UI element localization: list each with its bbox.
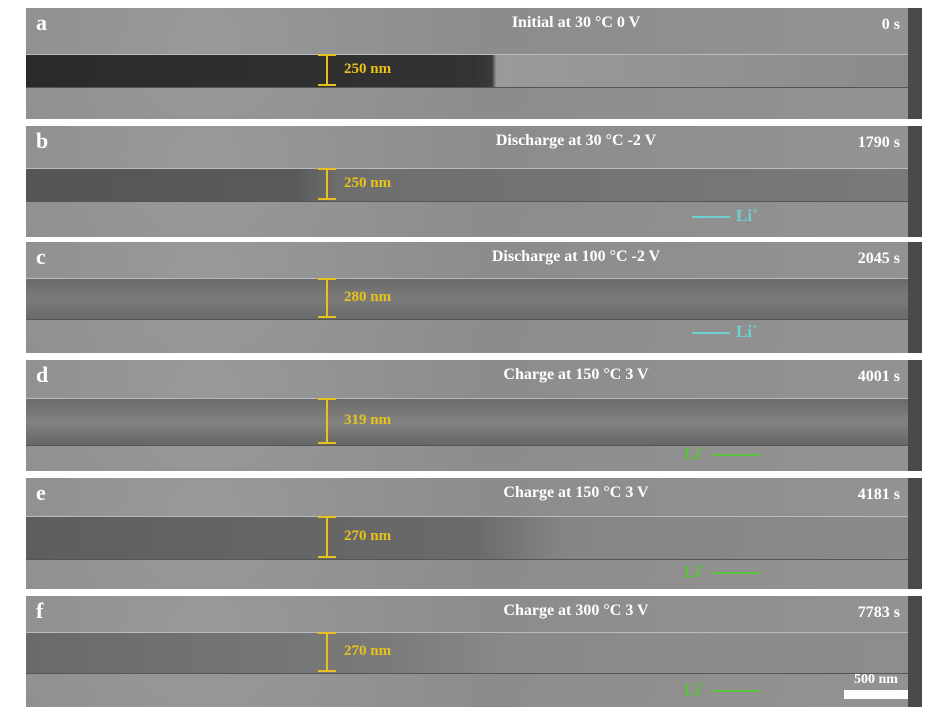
panel-b: b Discharge at 30 °C -2 V 1790 s 250 nm L… xyxy=(26,126,922,237)
li-direction: Li+ xyxy=(684,444,766,464)
width-marker xyxy=(318,54,336,86)
arrow-right-icon xyxy=(711,572,760,575)
li-direction: Li+ xyxy=(686,206,758,226)
width-marker xyxy=(318,398,336,444)
probe-tip xyxy=(908,242,922,353)
panel-label: e xyxy=(36,480,46,505)
ion-label: Li xyxy=(684,680,701,699)
nanowire xyxy=(26,54,922,88)
li-direction: Li+ xyxy=(684,680,766,700)
nanowire xyxy=(26,516,922,560)
panel-title: Charge at 150 °C 3 V xyxy=(503,484,649,501)
probe-tip xyxy=(908,596,922,707)
width-marker xyxy=(318,278,336,318)
ion-label: Li xyxy=(684,562,701,581)
timestamp: 0 s xyxy=(881,16,900,33)
panel-label: d xyxy=(36,362,49,387)
panel-label: c xyxy=(36,244,46,269)
width-label: 319 nm xyxy=(344,412,392,428)
arrow-right-icon xyxy=(711,690,760,693)
width-label: 250 nm xyxy=(344,175,392,191)
scale-bar-line xyxy=(844,690,908,699)
width-label: 270 nm xyxy=(344,643,392,659)
panel-d: d Charge at 150 °C 3 V 4001 s 319 nm Li+ xyxy=(26,360,922,471)
probe-tip xyxy=(908,126,922,237)
probe-tip xyxy=(908,478,922,589)
panel-title: Charge at 150 °C 3 V xyxy=(503,366,649,383)
panel-label: a xyxy=(36,10,47,35)
nanowire xyxy=(26,398,922,446)
scale-bar: 500 nm xyxy=(844,672,908,699)
panel-title: Charge at 300 °C 3 V xyxy=(503,602,649,619)
ion-charge: + xyxy=(752,206,758,218)
panel-title: Discharge at 30 °C -2 V xyxy=(495,132,657,149)
timestamp: 2045 s xyxy=(857,250,900,267)
panel-label: b xyxy=(36,128,49,153)
probe-tip xyxy=(908,360,922,471)
ion-label: Li xyxy=(736,206,753,225)
nanowire xyxy=(26,632,922,674)
arrow-left-icon xyxy=(692,216,730,219)
width-marker xyxy=(318,516,336,558)
ion-charge: + xyxy=(700,444,706,456)
ion-charge: + xyxy=(752,322,758,334)
ion-charge: + xyxy=(700,562,706,574)
nanowire xyxy=(26,168,922,202)
panel-c: c Discharge at 100 °C -2 V 2045 s 280 nm… xyxy=(26,242,922,353)
arrow-right-icon xyxy=(711,454,760,457)
timestamp: 1790 s xyxy=(857,134,900,151)
width-label: 250 nm xyxy=(344,61,392,77)
ion-charge: + xyxy=(700,680,706,692)
timestamp: 7783 s xyxy=(857,604,900,621)
probe-tip xyxy=(908,8,922,119)
timestamp: 4001 s xyxy=(857,368,900,385)
li-direction: Li+ xyxy=(684,562,766,582)
width-marker xyxy=(318,168,336,200)
li-direction: Li+ xyxy=(686,322,758,342)
width-label: 270 nm xyxy=(344,528,392,544)
arrow-left-icon xyxy=(692,332,730,335)
panel-a: a Initial at 30 °C 0 V 0 s 250 nm xyxy=(26,8,922,119)
nanowire xyxy=(26,278,922,320)
scale-bar-label: 500 nm xyxy=(854,672,898,687)
panel-e: e Charge at 150 °C 3 V 4181 s 270 nm Li+ xyxy=(26,478,922,589)
panel-title: Initial at 30 °C 0 V xyxy=(511,14,641,31)
panel-f: f Charge at 300 °C 3 V 7783 s 270 nm Li+ 5… xyxy=(26,596,922,707)
width-label: 280 nm xyxy=(344,289,392,305)
panel-title: Discharge at 100 °C -2 V xyxy=(491,248,661,265)
ion-label: Li xyxy=(736,322,753,341)
ion-label: Li xyxy=(684,444,701,463)
timestamp: 4181 s xyxy=(857,486,900,503)
width-marker xyxy=(318,632,336,672)
panel-label: f xyxy=(36,598,44,623)
